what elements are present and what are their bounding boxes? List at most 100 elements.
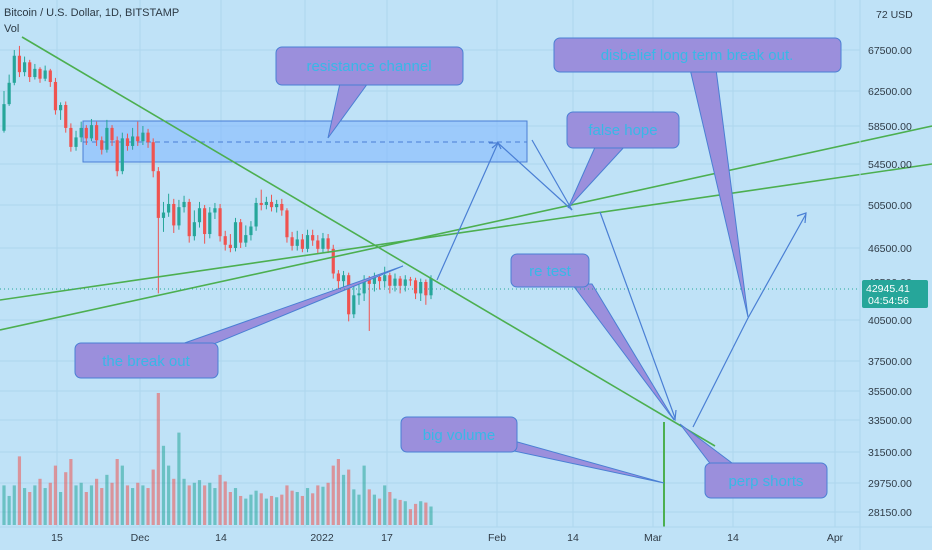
candle-body: [136, 136, 140, 142]
date-tick: Mar: [644, 532, 663, 544]
volume-bar: [357, 494, 361, 525]
candle-body: [115, 140, 119, 172]
volume-bar: [131, 488, 135, 525]
date-tick: 14: [215, 532, 227, 544]
date-tick: 14: [727, 532, 739, 544]
date-tick: 17: [381, 532, 393, 544]
volume-bar: [398, 499, 402, 525]
callout-box: [510, 253, 590, 288]
volume-bar: [120, 465, 124, 525]
volume-bar: [28, 492, 32, 525]
candle-body: [424, 282, 428, 296]
date-tick: Apr: [827, 532, 844, 544]
ascending-trendline-lower: [0, 163, 932, 301]
volume-bar: [223, 481, 227, 525]
volume-bar: [352, 489, 356, 525]
candle-body: [161, 212, 166, 218]
candle-body: [311, 235, 315, 241]
candle-body: [326, 238, 330, 249]
volume-bar: [413, 503, 418, 525]
volume-bar: [146, 488, 150, 525]
price-tick: 58500.00: [868, 121, 912, 133]
callout-resistance-channel: resistance channel: [275, 46, 464, 139]
volume-bar: [136, 482, 140, 525]
candle-body: [295, 239, 299, 246]
callout-the-break-out: the break out: [74, 265, 404, 379]
candle-body: [300, 239, 304, 249]
candle-body: [28, 62, 32, 78]
candle-body: [377, 276, 382, 282]
candle-body: [131, 136, 135, 146]
ascending-trendline-upper: [0, 125, 932, 331]
price-axis: 72 USD 67500.00 62500.00 58500.00 54500.…: [859, 0, 913, 550]
candle-body: [43, 70, 47, 79]
callout-text: perp shorts: [728, 473, 803, 490]
volume-bar: [38, 478, 42, 525]
candle-body: [151, 142, 155, 172]
volume-bars: [2, 393, 433, 525]
volume-bar: [233, 488, 238, 525]
callout-text: disbelief long term break out.: [601, 47, 794, 64]
candle-body: [316, 240, 320, 249]
candle-body: [141, 132, 145, 142]
candle-body: [362, 279, 366, 294]
candle-body: [146, 132, 150, 143]
candle-body: [120, 138, 124, 172]
projection-rally-path: [692, 213, 807, 428]
volume-bar: [95, 478, 99, 525]
callout-box: [400, 416, 518, 453]
candle-body: [22, 62, 27, 73]
last-price-badge: 42945.41 04:54:56: [862, 280, 928, 308]
volume-bar: [347, 469, 351, 525]
volume-bar: [84, 492, 88, 525]
grid-vertical: [56, 0, 836, 527]
candle-body: [275, 203, 279, 208]
volume-bar: [326, 482, 330, 525]
descending-trendline: [21, 36, 716, 447]
callout-text: false hope: [588, 122, 657, 139]
volume-bar: [48, 482, 52, 525]
volume-bar: [367, 489, 371, 525]
candle-body: [228, 244, 232, 248]
candle-body: [408, 279, 413, 281]
candle-body: [357, 293, 361, 296]
price-tick: 54500.00: [868, 159, 912, 171]
candle-body: [182, 201, 186, 208]
volume-bar: [79, 482, 83, 525]
volume-bar: [403, 501, 407, 525]
candle-body: [100, 140, 104, 150]
candle-body: [269, 201, 274, 208]
volume-bar: [187, 485, 191, 525]
volume-bar: [259, 493, 263, 525]
projection-arrowhead-top: [491, 142, 502, 150]
candle-body: [69, 127, 73, 147]
candle-body: [177, 207, 181, 226]
callout-disbelief: disbelief long term break out.: [553, 37, 842, 318]
volume-bar: [249, 494, 253, 525]
candle-body: [383, 275, 387, 282]
candle-body: [254, 202, 258, 227]
volume-bar: [167, 465, 171, 525]
candle-body: [79, 127, 83, 138]
candle-body: [74, 137, 78, 147]
candle-body: [110, 127, 114, 141]
candle-body: [264, 201, 268, 205]
volume-bar: [203, 485, 207, 525]
candle-body: [89, 125, 94, 139]
volume-bar: [7, 495, 11, 525]
candle-body: [244, 235, 248, 243]
price-tick: 35500.00: [868, 386, 912, 398]
projection-paths: [436, 139, 807, 428]
candle-body: [156, 171, 160, 218]
callout-false-hope: false hope: [566, 111, 680, 209]
countdown-timer: 04:54:56: [868, 295, 909, 307]
volume-bar: [12, 485, 16, 525]
callout-box: [74, 342, 219, 379]
volume-bar: [408, 509, 413, 525]
callout-text: big volume: [423, 427, 496, 444]
volume-bar: [213, 488, 217, 525]
volume-bar: [156, 393, 160, 525]
volume-bar: [33, 485, 37, 525]
callout-box: [275, 46, 464, 86]
candle-body: [352, 295, 356, 315]
